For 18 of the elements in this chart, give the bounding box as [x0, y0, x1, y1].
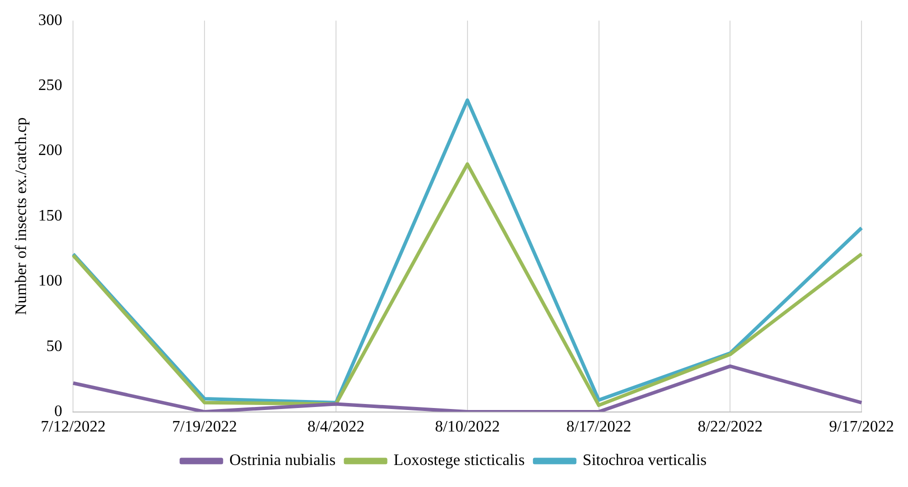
x-tick-label: 8/10/2022 [434, 418, 500, 436]
legend-label: Ostrinia nubialis [229, 452, 336, 470]
y-tick-label: 0 [54, 403, 62, 420]
x-tick-label: 8/17/2022 [566, 418, 632, 436]
legend-label: Loxostege sticticalis [394, 452, 525, 470]
y-tick-label: 100 [38, 272, 62, 290]
x-tick-label: 8/22/2022 [698, 418, 763, 436]
legend-label: Sitochroa verticalis [582, 452, 707, 470]
y-tick-label: 150 [38, 207, 62, 224]
y-axis-title: Number of insects ex./catch.cp [12, 117, 30, 316]
y-tick-label: 250 [38, 77, 62, 94]
x-tick-label: 9/17/2022 [829, 418, 894, 436]
x-tick-label: 7/19/2022 [172, 418, 238, 436]
y-tick-label: 300 [38, 12, 62, 29]
x-tick-label: 8/4/2022 [308, 418, 364, 436]
x-tick-label: 7/12/2022 [40, 418, 106, 436]
y-tick-label: 50 [46, 338, 62, 355]
y-tick-label: 200 [38, 142, 62, 160]
